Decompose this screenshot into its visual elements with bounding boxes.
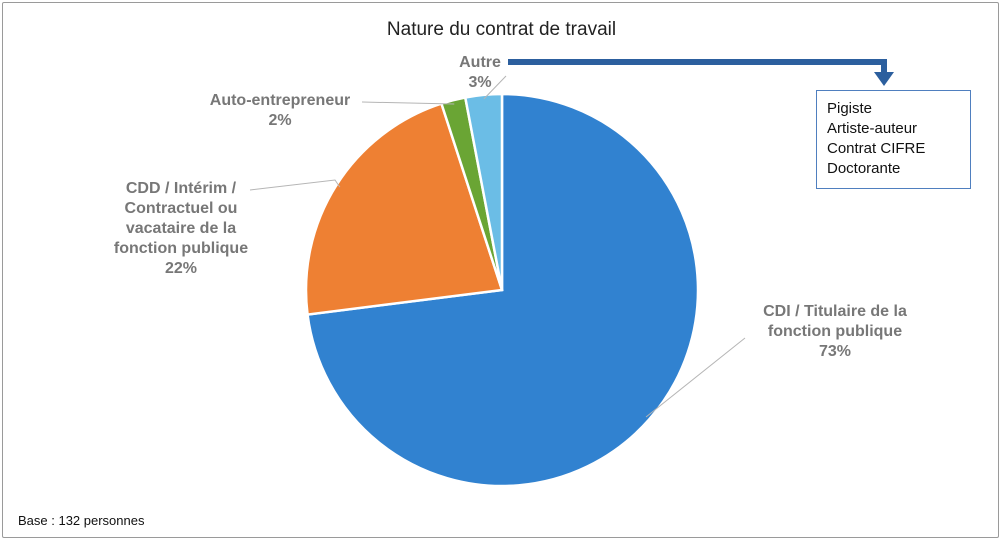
autre-detail-item: Doctorante [827,160,901,177]
autre-detail-item: Artiste-auteur [827,120,918,137]
autre-detail-item: Pigiste [827,100,873,117]
pie-slice-cdd [304,102,504,316]
annotation-arrow-head [874,72,894,86]
slice-label-auto-entrepreneur: Auto-entrepreneur 2% [209,92,351,129]
leader-line-auto-entrepreneur [361,101,455,105]
base-note: Base : 132 personnes [18,513,145,528]
autre-detail-item: Contrat CIFRE [827,140,926,157]
slice-label-cdi: CDI / Titulaire de la fonction publique … [763,303,907,360]
annotation-arrow-line [508,59,887,74]
autre-detail-box: Pigiste Artiste-auteur Contrat CIFRE Doc… [816,90,971,189]
pie-slice-autre [463,92,504,291]
leader-line-cdi [645,337,746,418]
chart-title: Nature du contrat de travail [386,19,617,40]
leader-line-cdd [249,179,341,191]
leader-line-autre [483,75,507,100]
slice-label-autre: Autre 3% [459,54,501,91]
slice-label-cdd: CDD / Intérim / Contractuel ou vacataire… [113,180,249,277]
